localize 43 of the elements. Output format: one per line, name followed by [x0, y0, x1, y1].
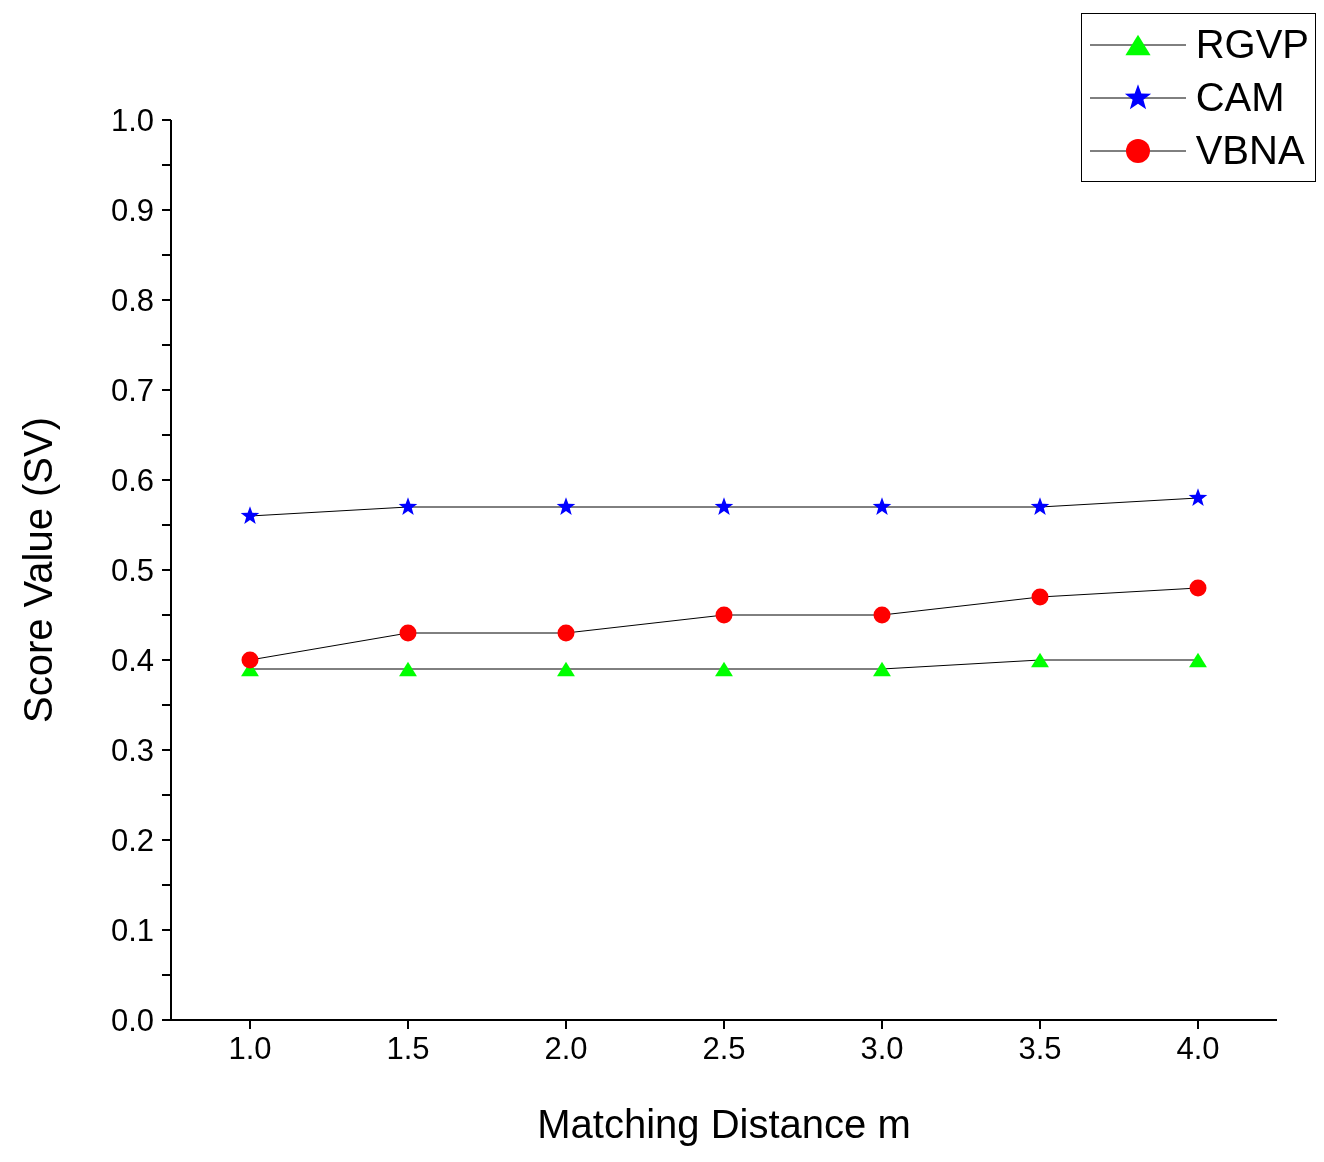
y-tick-label: 0.6 [110, 463, 154, 499]
y-tick-label: 0.0 [110, 1003, 154, 1039]
point [399, 624, 417, 642]
point [557, 624, 575, 642]
point [1031, 652, 1049, 668]
y-tick-label: 0.8 [110, 283, 154, 319]
y-tick-label: 0.7 [110, 373, 154, 409]
point [1189, 652, 1207, 668]
point [556, 497, 576, 515]
x-tick-label: 2.0 [544, 1031, 588, 1067]
y-tick-label: 1.0 [110, 103, 154, 139]
y-tick-label: 0.9 [110, 193, 154, 229]
point [873, 661, 891, 677]
y-tick-label: 0.5 [110, 553, 154, 589]
legend-label: VBNA [1195, 128, 1305, 173]
point [240, 506, 260, 524]
point [1189, 579, 1207, 597]
y-tick-label: 0.4 [110, 643, 154, 679]
y-axis-title: Score Value (SV) [16, 416, 61, 724]
point [872, 497, 892, 515]
x-tick-label: 1.0 [228, 1031, 272, 1067]
point [714, 497, 734, 515]
y-tick-label: 0.1 [110, 913, 154, 949]
x-tick-label: 3.5 [1018, 1031, 1062, 1067]
x-tick-label: 3.0 [860, 1031, 904, 1067]
x-axis-title: Matching Distance m [537, 1102, 911, 1146]
point [1030, 497, 1050, 515]
point [715, 661, 733, 677]
point [873, 606, 891, 624]
point [715, 606, 733, 624]
point [399, 661, 417, 677]
point [557, 661, 575, 677]
legend-label: RGVP [1195, 22, 1309, 67]
point [1188, 488, 1208, 506]
x-tick-label: 2.5 [702, 1031, 746, 1067]
x-tick-label: 4.0 [1176, 1031, 1220, 1067]
y-tick-label: 0.2 [110, 823, 154, 859]
x-tick-label: 1.5 [386, 1031, 430, 1067]
point [241, 651, 259, 669]
point [398, 497, 418, 515]
point [1031, 588, 1049, 606]
y-tick-label: 0.3 [110, 733, 154, 769]
legend-label: CAM [1195, 75, 1285, 120]
